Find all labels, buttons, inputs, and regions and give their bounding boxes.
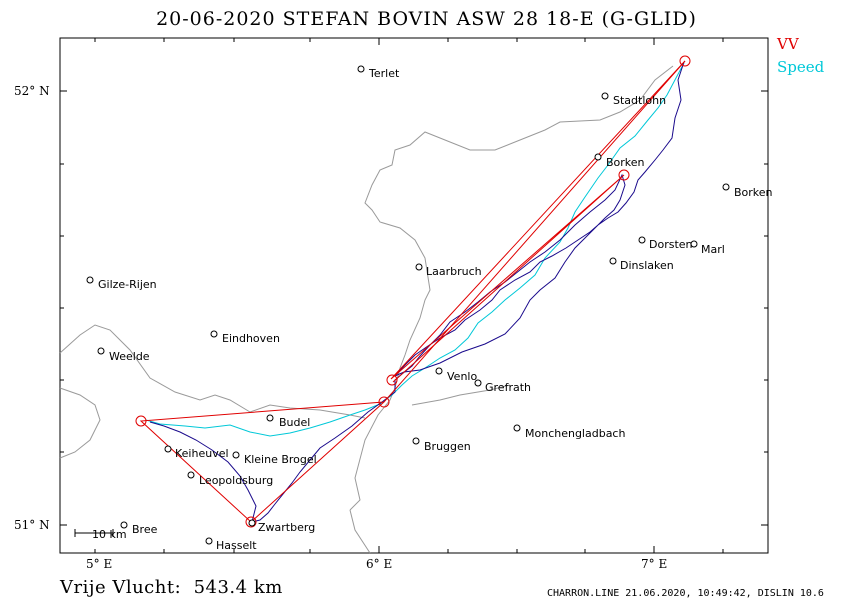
place-label: Eindhoven [222,332,280,345]
legend-vv: VV [777,35,799,53]
place-label: Keiheuvel [175,447,229,460]
speed-trace [145,62,685,437]
place-label: Zwartberg [258,521,315,534]
place-label: Marl [701,243,725,256]
place-label: Monchengladbach [525,427,625,440]
map-title: 20-06-2020 STEFAN BOVIN ASW 28 18-E (G-G… [156,8,697,30]
place-label: Terlet [368,67,400,80]
place-label: Budel [279,416,310,429]
y-tick-label-51: 51° N [14,518,50,532]
place-label: Borken [734,186,773,199]
scale-bar [74,529,114,537]
x-tick-label-5: 5° E [86,557,112,571]
place-label: Weelde [109,350,150,363]
place-label: Laarbruch [426,265,482,278]
place-label: Leopoldsburg [199,474,273,487]
x-tick-label-6: 6° E [366,557,392,571]
footer-credits: CHARRON.LINE 21.06.2020, 10:49:42, DISLI… [547,588,824,599]
place-label: Bree [132,523,158,536]
map-frame [59,37,769,554]
place-label: Grefrath [485,381,531,394]
place-label: Bruggen [424,440,471,453]
place-markers [86,65,730,545]
place-label: Stadtlohn [613,94,666,107]
legend-speed: Speed [777,58,825,76]
country-borders [59,65,674,554]
place-label: Dinslaken [620,259,674,272]
place-label: Hasselt [216,539,257,552]
axis-ticks [60,38,768,553]
place-label: Gilze-Rijen [98,278,157,291]
flight-track [149,61,685,523]
place-label: Kleine Brogel [244,453,317,466]
scale-bar-label: 10 km [92,528,127,541]
place-label: Borken [606,156,645,169]
y-tick-label-52: 52° N [14,84,50,98]
place-label: Venlo [447,370,477,383]
x-tick-label-7: 7° E [641,557,667,571]
distance-summary: Vrije Vlucht: 543.4 km [60,577,283,598]
place-label: Dorsten [649,238,693,251]
